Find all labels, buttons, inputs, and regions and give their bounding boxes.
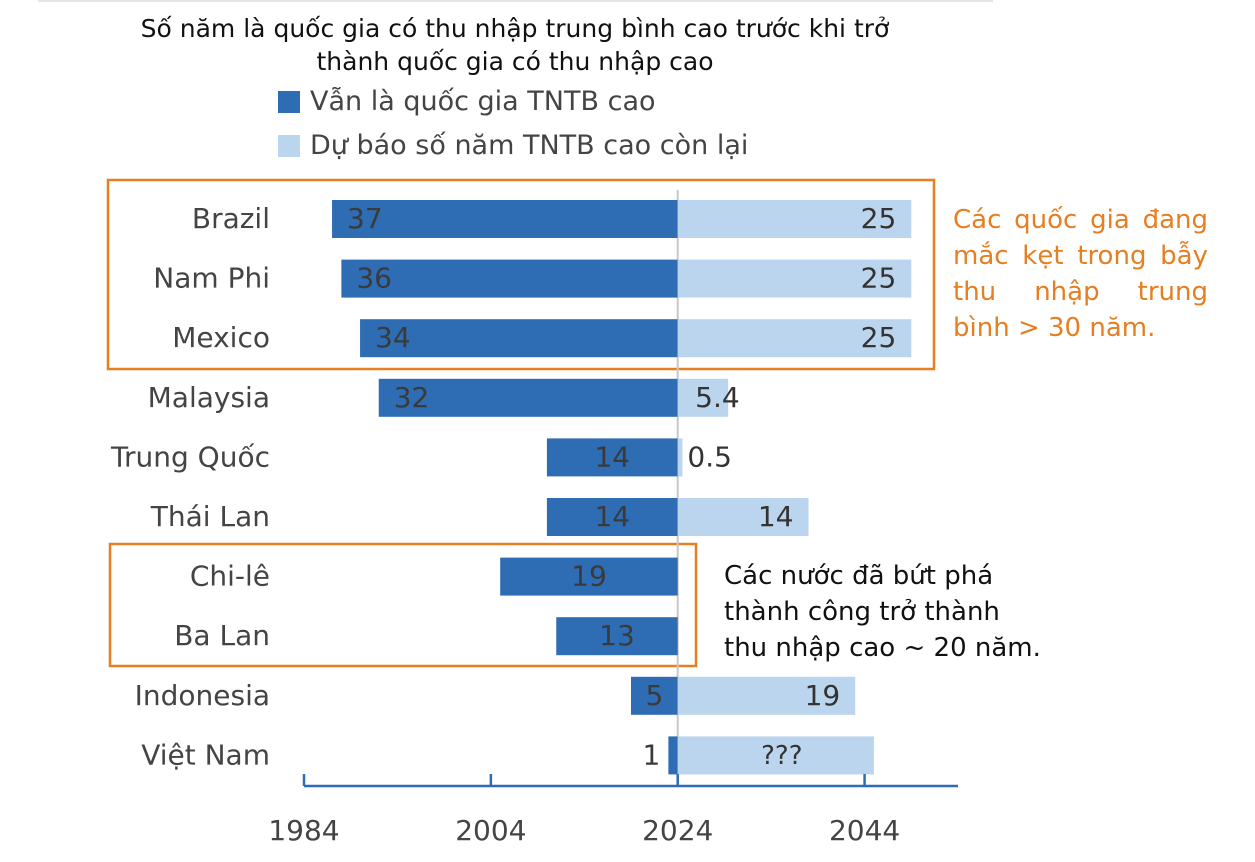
data-label-current: 36 (356, 262, 392, 295)
x-tick-label: 2004 (455, 814, 526, 847)
category-label: Chi-lê (190, 560, 270, 593)
bar-current (556, 617, 678, 656)
bar-current (332, 200, 678, 238)
annotation-trapped-line: Các quốc gia đang (953, 205, 1208, 235)
category-label: Malaysia (148, 381, 270, 414)
chart-title-line-2: thành quốc gia có thu nhập cao (316, 47, 714, 76)
bar-forecast (677, 438, 683, 477)
bar-current (668, 736, 678, 775)
bar-current (546, 438, 678, 477)
data-label-current: 14 (594, 440, 630, 473)
data-label-forecast: 25 (861, 202, 897, 235)
data-label-forecast: 0.5 (687, 440, 732, 473)
data-label-current: 19 (571, 560, 607, 593)
legend-item-current: Vẫn là quốc gia TNTB cao (278, 86, 656, 117)
category-label: Trung Quốc (110, 440, 270, 473)
data-label-forecast: ??? (761, 741, 802, 771)
bar-current (360, 319, 678, 358)
x-tick-label: 2024 (642, 814, 713, 847)
legend-swatch-light (278, 134, 300, 157)
bar-forecast (677, 259, 912, 298)
data-label-forecast: 14 (758, 500, 794, 533)
category-label: Ba Lan (174, 619, 270, 652)
bar-current (631, 676, 678, 715)
bar-current (378, 378, 678, 417)
bar-current (500, 557, 678, 596)
x-tick-label: 1984 (268, 814, 339, 847)
x-tick-label: 2044 (829, 814, 900, 847)
annotation-escaped-line: Các nước đã bứt phá (724, 561, 994, 591)
bar-current (341, 259, 678, 298)
highlight-box-trapped (106, 178, 936, 371)
legend-item-forecast: Dự báo số năm TNTB cao còn lại (278, 130, 748, 161)
legend-label-forecast: Dự báo số năm TNTB cao còn lại (310, 130, 749, 161)
legend-label-current: Vẫn là quốc gia TNTB cao (310, 86, 656, 117)
data-label-current: 14 (594, 500, 630, 533)
bar-current (546, 498, 678, 536)
category-label: Thái Lan (150, 500, 270, 533)
category-label: Nam Phi (153, 262, 270, 295)
highlight-box-escaped (108, 542, 698, 668)
annotation-escaped-line: thu nhập cao ~ 20 năm. (724, 633, 1041, 663)
category-label: Indonesia (135, 679, 270, 712)
data-label-current: 32 (394, 381, 430, 414)
category-label: Brazil (192, 202, 270, 235)
bar-forecast (677, 736, 874, 775)
bar-forecast (677, 378, 729, 417)
bar-forecast (677, 498, 809, 536)
legend-swatch-dark (278, 90, 300, 113)
chart-title: Số năm là quốc gia có thu nhập trung bìn… (95, 12, 935, 78)
chart-title-line-1: Số năm là quốc gia có thu nhập trung bìn… (140, 14, 890, 43)
category-label: Mexico (172, 321, 270, 354)
bar-forecast (677, 200, 912, 238)
annotation-trapped-line: thu nhập trung (953, 277, 1208, 307)
category-label: Việt Nam (141, 738, 270, 771)
annotation-escaped: Các nước đã bứt phá thành công trở thành… (724, 558, 1084, 666)
annotation-trapped: Các quốc gia đang mắc kẹt trong bẫy thu … (953, 202, 1208, 346)
data-label-current: 5 (645, 679, 663, 712)
data-label-current: 37 (347, 202, 383, 235)
data-label-forecast: 25 (861, 321, 897, 354)
data-label-current: 34 (375, 321, 411, 354)
annotation-trapped-line: bình > 30 năm. (953, 313, 1156, 343)
data-label-forecast: 25 (861, 262, 897, 295)
data-label-forecast: 19 (805, 679, 841, 712)
data-label-current: 1 (643, 738, 661, 771)
bar-forecast (677, 319, 912, 358)
data-label-forecast: 5.4 (695, 381, 740, 414)
annotation-trapped-line: mắc kẹt trong bẫy (953, 241, 1208, 271)
bar-forecast (677, 676, 856, 715)
data-label-current: 13 (599, 619, 635, 652)
top-divider (38, 0, 993, 2)
annotation-escaped-line: thành công trở thành (724, 597, 1000, 627)
